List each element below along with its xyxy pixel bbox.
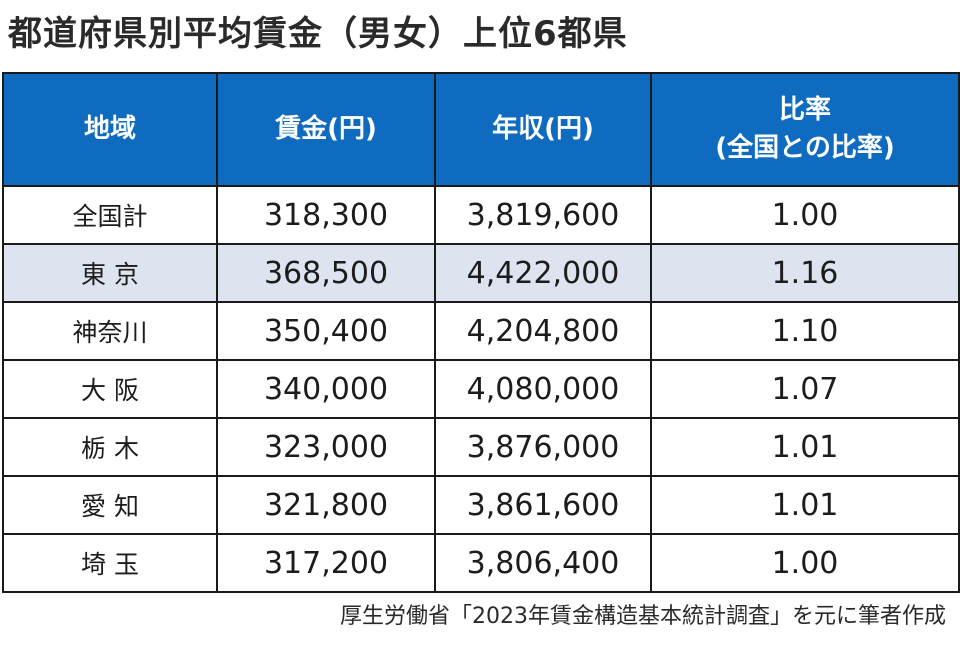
table-row: 愛 知 321,800 3,861,600 1.01 — [2, 475, 960, 535]
header-wage: 賃金(円) — [216, 72, 436, 187]
cell-ratio: 1.00 — [650, 533, 960, 593]
cell-wage: 323,000 — [216, 417, 436, 477]
source-note: 厚生労働省「2023年賃金構造基本統計調査」を元に筆者作成 — [340, 604, 946, 629]
cell-wage: 317,200 — [216, 533, 436, 593]
cell-wage: 318,300 — [216, 185, 436, 245]
cell-annual: 3,806,400 — [434, 533, 652, 593]
table-body: 全国計 318,300 3,819,600 1.00 東 京 368,500 4,422,0… — [2, 185, 960, 593]
cell-wage: 340,000 — [216, 359, 436, 419]
cell-region: 神奈川 — [2, 301, 218, 361]
cell-annual: 3,861,600 — [434, 475, 652, 535]
cell-ratio: 1.00 — [650, 185, 960, 245]
table-row: 大 阪 340,000 4,080,000 1.07 — [2, 359, 960, 419]
table-header-row: 地域 賃金(円) 年収(円) 比率 (全国との比率) — [2, 72, 960, 187]
cell-annual: 4,204,800 — [434, 301, 652, 361]
header-ratio-line2: (全国との比率) — [715, 132, 895, 163]
header-region: 地域 — [2, 72, 218, 187]
cell-region: 全国計 — [2, 185, 218, 245]
cell-ratio: 1.01 — [650, 417, 960, 477]
cell-annual: 3,819,600 — [434, 185, 652, 245]
header-ratio: 比率 (全国との比率) — [650, 72, 960, 187]
cell-ratio: 1.07 — [650, 359, 960, 419]
cell-wage: 368,500 — [216, 243, 436, 303]
table-row: 神奈川 350,400 4,204,800 1.10 — [2, 301, 960, 361]
cell-region: 東 京 — [2, 243, 218, 303]
header-annual: 年収(円) — [434, 72, 652, 187]
cell-ratio: 1.10 — [650, 301, 960, 361]
cell-region: 愛 知 — [2, 475, 218, 535]
cell-wage: 350,400 — [216, 301, 436, 361]
cell-annual: 3,876,000 — [434, 417, 652, 477]
cell-region: 栃 木 — [2, 417, 218, 477]
wage-table: 地域 賃金(円) 年収(円) 比率 (全国との比率) 全国計 318,300 3,8… — [2, 72, 960, 593]
cell-ratio: 1.16 — [650, 243, 960, 303]
table-row: 全国計 318,300 3,819,600 1.00 — [2, 185, 960, 245]
cell-region: 埼 玉 — [2, 533, 218, 593]
table-row: 栃 木 323,000 3,876,000 1.01 — [2, 417, 960, 477]
cell-ratio: 1.01 — [650, 475, 960, 535]
cell-annual: 4,080,000 — [434, 359, 652, 419]
table-row: 埼 玉 317,200 3,806,400 1.00 — [2, 533, 960, 593]
cell-annual: 4,422,000 — [434, 243, 652, 303]
cell-region: 大 阪 — [2, 359, 218, 419]
table-row: 東 京 368,500 4,422,000 1.16 — [2, 243, 960, 303]
header-ratio-line1: 比率 — [778, 94, 831, 125]
cell-wage: 321,800 — [216, 475, 436, 535]
page-title: 都道府県別平均賃金（男女）上位6都県 — [8, 14, 628, 54]
